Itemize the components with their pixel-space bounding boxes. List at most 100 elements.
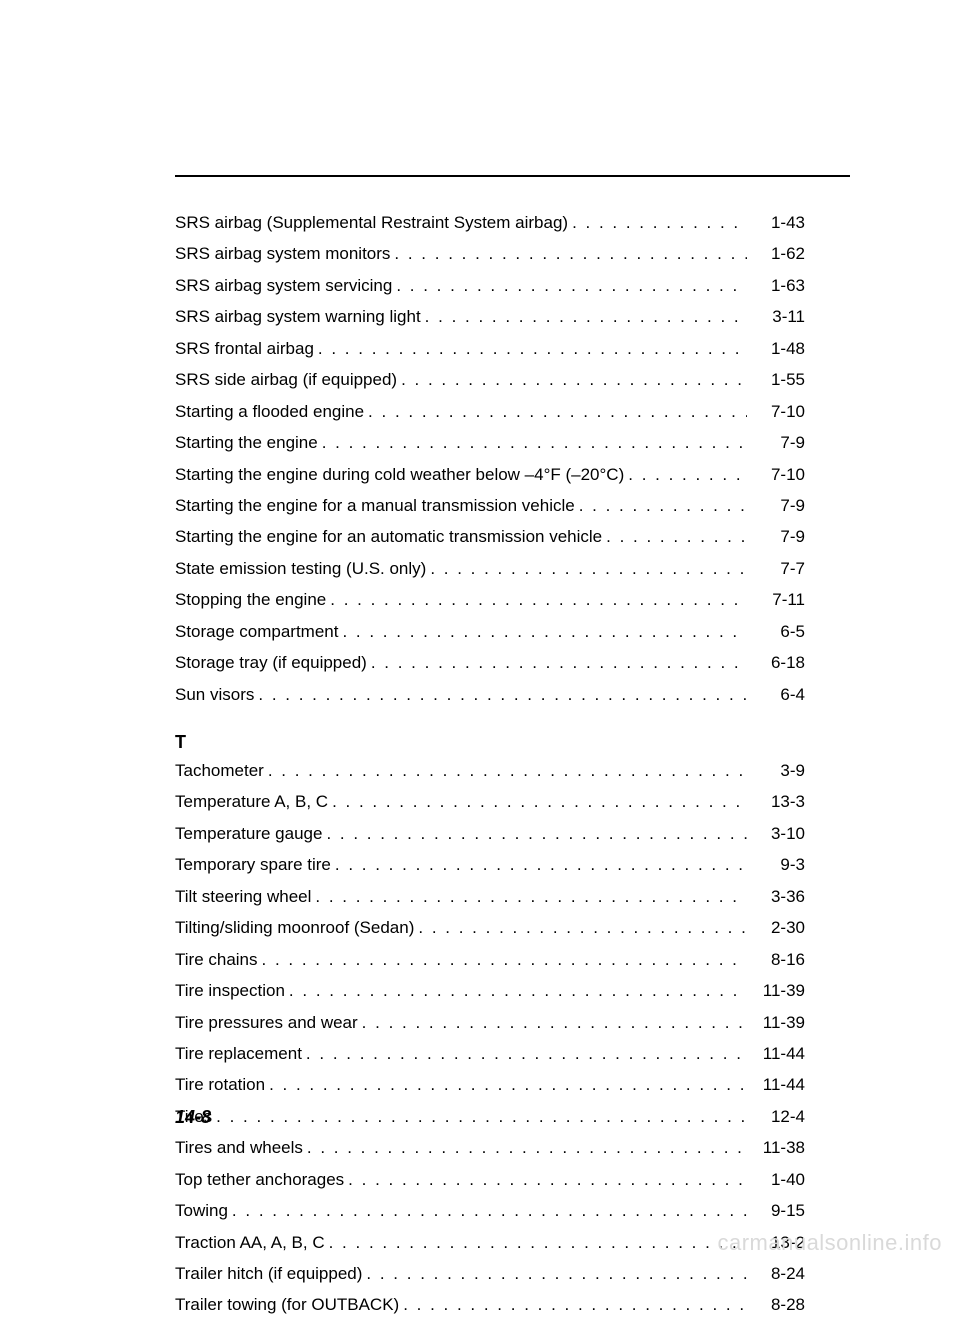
index-entry-label: Tire replacement xyxy=(175,1038,302,1069)
index-entry-label: SRS frontal airbag xyxy=(175,333,314,364)
dot-leader: . . . . . . . . . . . . . . . . . . . . … xyxy=(344,1164,747,1195)
index-entry-label: Starting the engine for an automatic tra… xyxy=(175,521,602,552)
index-entry: Storage tray (if equipped). . . . . . . … xyxy=(175,647,805,678)
index-entry-label: SRS airbag system servicing xyxy=(175,270,392,301)
watermark: carmanualsonline.info xyxy=(717,1230,942,1256)
index-entry-page: 3-9 xyxy=(747,755,805,786)
index-entry-label: SRS side airbag (if equipped) xyxy=(175,364,397,395)
dot-leader: . . . . . . . . . . . . . . . . . . . . … xyxy=(212,1101,747,1132)
dot-leader: . . . . . . . . . . . . . . . . . . . . … xyxy=(325,1227,747,1258)
dot-leader: . . . . . . . . . . . . . . . . . . . . … xyxy=(390,238,747,269)
dot-leader: . . . . . . . . . . . . . . . . . . . . … xyxy=(328,786,747,817)
index-entry: Starting the engine for a manual transmi… xyxy=(175,490,805,521)
index-entry: Tilting/sliding moonroof (Sedan). . . . … xyxy=(175,912,805,943)
dot-leader: . . . . . . . . . . . . . . . . . . . . … xyxy=(228,1195,747,1226)
index-entry-page: 8-16 xyxy=(747,944,805,975)
index-entry: Trailer towing (for OUTBACK). . . . . . … xyxy=(175,1289,805,1320)
index-entry-page: 7-9 xyxy=(747,521,805,552)
index-entry-page: 8-28 xyxy=(747,1289,805,1320)
index-entry-label: SRS airbag system monitors xyxy=(175,238,390,269)
dot-leader: . . . . . . . . . . . . . . . . . . . . … xyxy=(285,975,747,1006)
dot-leader: . . . . . . . . . . . . . . . . . . . . … xyxy=(397,364,747,395)
dot-leader: . . . . . . . . . . . . . . . . . . . . … xyxy=(602,521,747,552)
index-entry: Starting a flooded engine. . . . . . . .… xyxy=(175,396,805,427)
index-entry-page: 7-10 xyxy=(747,459,805,490)
index-entry-label: Tilt steering wheel xyxy=(175,881,311,912)
index-entry-page: 1-48 xyxy=(747,333,805,364)
index-entry: Tire replacement. . . . . . . . . . . . … xyxy=(175,1038,805,1069)
index-entry-label: Tire pressures and wear xyxy=(175,1007,358,1038)
dot-leader: . . . . . . . . . . . . . . . . . . . . … xyxy=(364,396,747,427)
index-entry-page: 3-11 xyxy=(747,301,805,332)
dot-leader: . . . . . . . . . . . . . . . . . . . . … xyxy=(624,459,747,490)
index-entry: Tire pressures and wear. . . . . . . . .… xyxy=(175,1007,805,1038)
index-entry-label: Starting a flooded engine xyxy=(175,396,364,427)
index-entry-page: 1-43 xyxy=(747,207,805,238)
index-entry-label: Tachometer xyxy=(175,755,264,786)
index-entry: SRS frontal airbag. . . . . . . . . . . … xyxy=(175,333,805,364)
index-entry-page: 11-39 xyxy=(747,975,805,1006)
index-entry: SRS airbag (Supplemental Restraint Syste… xyxy=(175,207,805,238)
dot-leader: . . . . . . . . . . . . . . . . . . . . … xyxy=(392,270,747,301)
index-entry-label: Temperature gauge xyxy=(175,818,322,849)
index-entry-page: 6-5 xyxy=(747,616,805,647)
index-entry: Tires. . . . . . . . . . . . . . . . . .… xyxy=(175,1101,805,1132)
index-entry: Traction AA, A, B, C. . . . . . . . . . … xyxy=(175,1227,805,1258)
index-entry: SRS side airbag (if equipped). . . . . .… xyxy=(175,364,805,395)
index-entry-label: Tire rotation xyxy=(175,1069,265,1100)
index-entry-label: Top tether anchorages xyxy=(175,1164,344,1195)
index-entry-page: 7-10 xyxy=(747,396,805,427)
index-entry-page: 12-4 xyxy=(747,1101,805,1132)
index-entry-page: 3-36 xyxy=(747,881,805,912)
index-entry-label: Starting the engine xyxy=(175,427,318,458)
index-entry-page: 1-40 xyxy=(747,1164,805,1195)
index-entry-page: 7-11 xyxy=(747,584,805,615)
index-entry-label: Temporary spare tire xyxy=(175,849,331,880)
index-list: SRS airbag (Supplemental Restraint Syste… xyxy=(175,207,805,1321)
index-entry: Storage compartment. . . . . . . . . . .… xyxy=(175,616,805,647)
index-entry-page: 2-30 xyxy=(747,912,805,943)
index-entry-label: Tire inspection xyxy=(175,975,285,1006)
index-entry-label: Trailer hitch (if equipped) xyxy=(175,1258,362,1289)
dot-leader: . . . . . . . . . . . . . . . . . . . . … xyxy=(338,616,747,647)
index-entry: State emission testing (U.S. only). . . … xyxy=(175,553,805,584)
index-entry-page: 3-10 xyxy=(747,818,805,849)
index-entry-label: Storage compartment xyxy=(175,616,338,647)
index-entry-page: 9-15 xyxy=(747,1195,805,1226)
index-entry-label: SRS airbag (Supplemental Restraint Syste… xyxy=(175,207,568,238)
index-entry-page: 11-44 xyxy=(747,1069,805,1100)
index-entry-label: Storage tray (if equipped) xyxy=(175,647,367,678)
dot-leader: . . . . . . . . . . . . . . . . . . . . … xyxy=(326,584,747,615)
index-entry-page: 1-63 xyxy=(747,270,805,301)
index-entry-page: 11-44 xyxy=(747,1038,805,1069)
index-entry-label: Sun visors xyxy=(175,679,254,710)
index-entry-page: 7-7 xyxy=(747,553,805,584)
dot-leader: . . . . . . . . . . . . . . . . . . . . … xyxy=(362,1258,747,1289)
index-entry: Towing. . . . . . . . . . . . . . . . . … xyxy=(175,1195,805,1226)
index-entry-page: 11-39 xyxy=(747,1007,805,1038)
dot-leader: . . . . . . . . . . . . . . . . . . . . … xyxy=(314,333,747,364)
index-entry: Sun visors. . . . . . . . . . . . . . . … xyxy=(175,679,805,710)
dot-leader: . . . . . . . . . . . . . . . . . . . . … xyxy=(421,301,747,332)
dot-leader: . . . . . . . . . . . . . . . . . . . . … xyxy=(367,647,747,678)
index-entry-label: Trailer towing (for OUTBACK) xyxy=(175,1289,399,1320)
index-entry-page: 8-24 xyxy=(747,1258,805,1289)
dot-leader: . . . . . . . . . . . . . . . . . . . . … xyxy=(264,755,747,786)
section-heading: T xyxy=(175,732,805,753)
index-entry-label: Tires and wheels xyxy=(175,1132,303,1163)
index-entry-page: 7-9 xyxy=(747,427,805,458)
index-entry-label: Traction AA, A, B, C xyxy=(175,1227,325,1258)
dot-leader: . . . . . . . . . . . . . . . . . . . . … xyxy=(258,944,747,975)
page-number: 14-8 xyxy=(175,1107,211,1128)
dot-leader: . . . . . . . . . . . . . . . . . . . . … xyxy=(265,1069,747,1100)
dot-leader: . . . . . . . . . . . . . . . . . . . . … xyxy=(575,490,747,521)
index-entry: Tachometer. . . . . . . . . . . . . . . … xyxy=(175,755,805,786)
index-entry-page: 13-3 xyxy=(747,786,805,817)
index-entry-label: Starting the engine for a manual transmi… xyxy=(175,490,575,521)
index-entry: Top tether anchorages. . . . . . . . . .… xyxy=(175,1164,805,1195)
index-entry-label: SRS airbag system warning light xyxy=(175,301,421,332)
index-entry: Tire chains. . . . . . . . . . . . . . .… xyxy=(175,944,805,975)
index-entry: Tires and wheels. . . . . . . . . . . . … xyxy=(175,1132,805,1163)
index-entry: Temperature gauge. . . . . . . . . . . .… xyxy=(175,818,805,849)
index-entry-page: 6-18 xyxy=(747,647,805,678)
